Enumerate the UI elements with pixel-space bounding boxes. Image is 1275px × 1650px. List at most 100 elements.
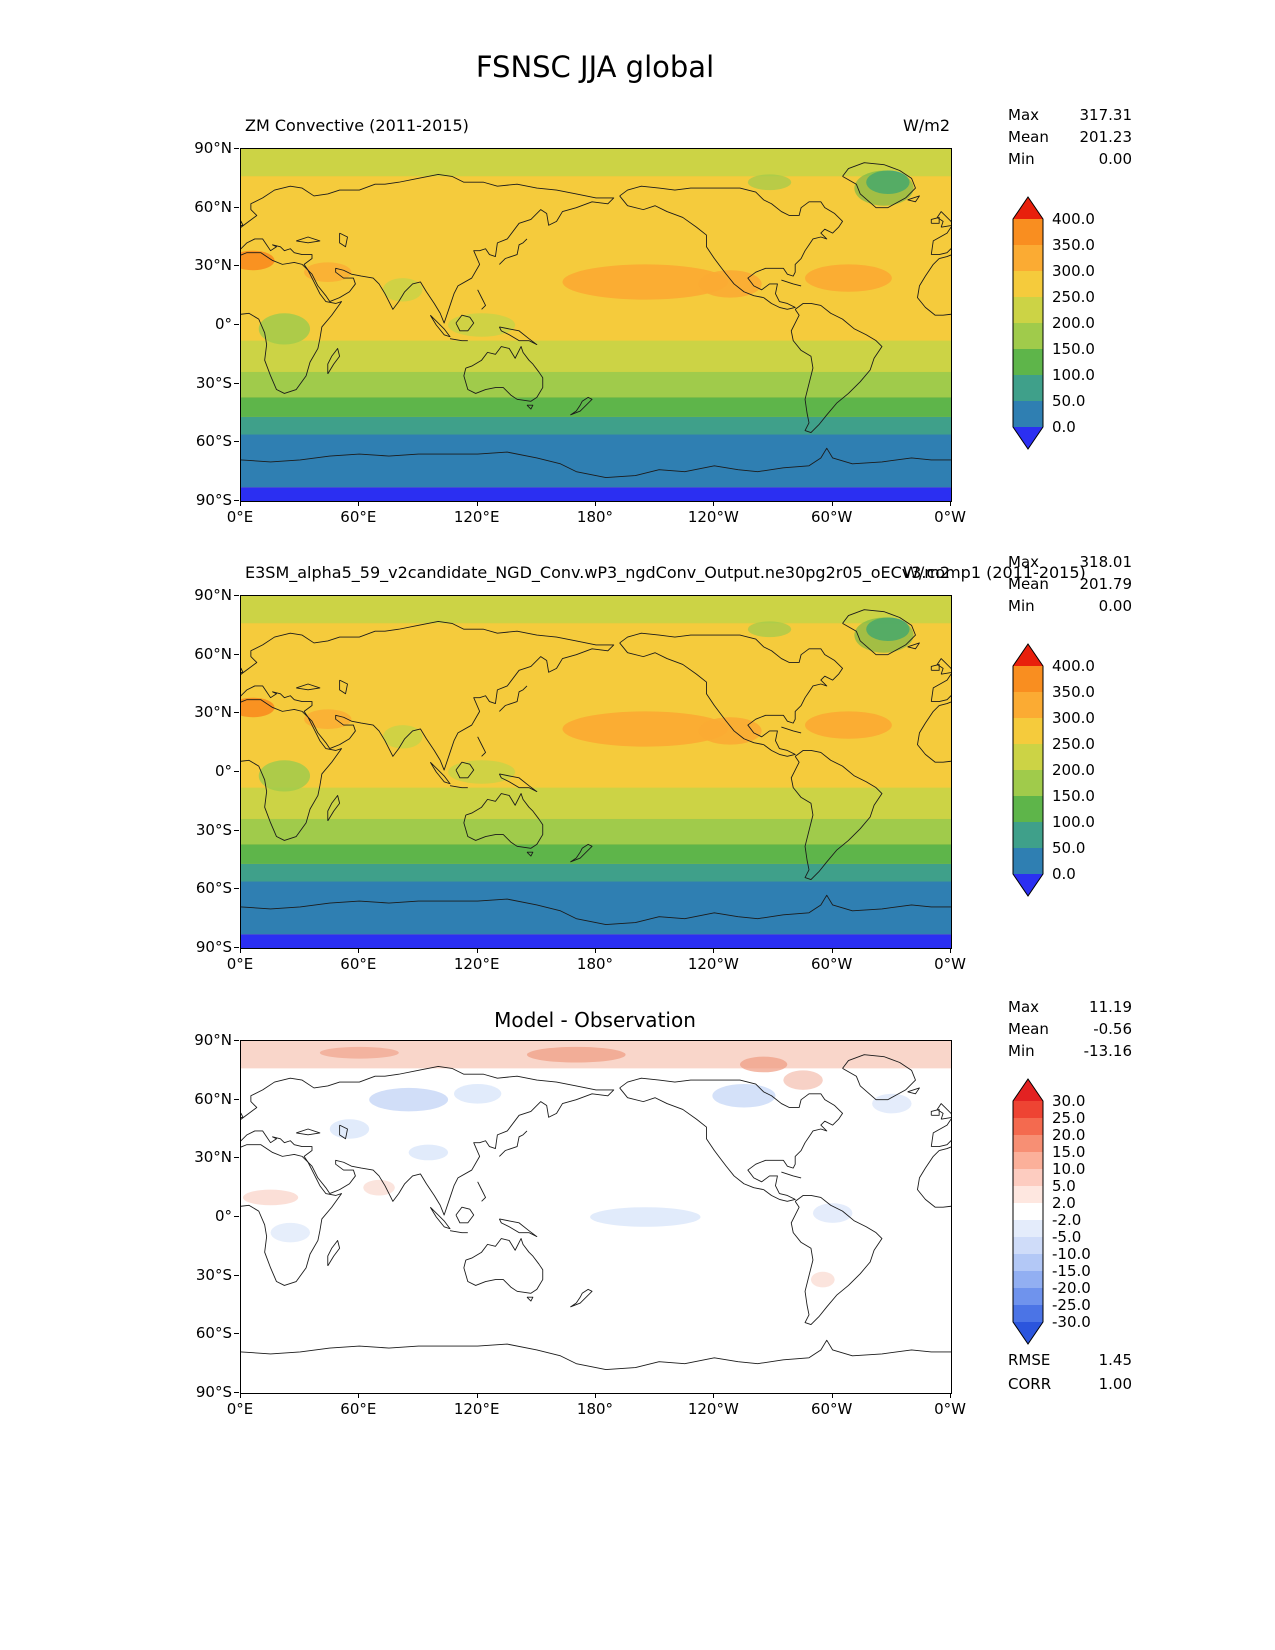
y-tick-mark [234, 653, 239, 655]
x-tick-mark [831, 1393, 833, 1398]
colorbar-tick-label: 0.0 [1052, 418, 1076, 436]
y-tick-mark [234, 1274, 239, 1276]
colorbar-tick-label: 250.0 [1052, 735, 1095, 753]
y-tick-mark [234, 500, 239, 501]
colorbar-tick-label: 300.0 [1052, 262, 1095, 280]
stat-mean: Mean -0.56 [1008, 1018, 1132, 1040]
colorbar-tick-label: 400.0 [1052, 210, 1095, 228]
x-tick-mark [240, 501, 241, 506]
colorbar-tick-label: -15.0 [1052, 1262, 1091, 1280]
x-tick-mark [831, 948, 833, 953]
y-tick-label: 90°N [194, 1031, 232, 1049]
y-tick-mark [234, 324, 239, 325]
stat-max: Max 317.31 [1008, 104, 1132, 126]
y-tick-mark [234, 947, 239, 948]
y-tick-mark [234, 441, 239, 443]
stat-min-label: Min [1008, 597, 1035, 615]
y-tick-mark [234, 888, 239, 890]
y-tick-label: 90°S [195, 491, 232, 509]
x-tick-label: 120°W [687, 508, 739, 526]
x-tick-label: 60°E [340, 1400, 377, 1418]
map-canvas [241, 149, 951, 501]
stat-max: Max 11.19 [1008, 996, 1132, 1018]
x-tick-mark [950, 948, 951, 953]
y-tick-label: 90°S [195, 938, 232, 956]
y-tick-mark [234, 712, 239, 714]
colorbar-tick-label: 20.0 [1052, 1126, 1086, 1144]
x-tick-mark [713, 501, 715, 506]
colorbar-tick-label: 100.0 [1052, 813, 1095, 831]
y-tick-mark [234, 595, 239, 596]
y-tick-label: 60°N [194, 644, 232, 663]
y-tick-mark [234, 148, 239, 149]
y-tick-label: 0° [214, 762, 232, 780]
y-tick-label: 60°S [195, 432, 232, 451]
x-tick-mark [950, 1393, 951, 1398]
stat-mean-value: 201.79 [1079, 575, 1133, 593]
x-tick-mark [713, 948, 715, 953]
x-tick-mark [476, 1393, 478, 1398]
x-tick-label: 0°E [226, 1400, 254, 1418]
colorbar-tick-label: 15.0 [1052, 1143, 1086, 1161]
diff-metrics: RMSE 1.45 CORR 1.00 [1008, 1348, 1132, 1396]
colorbar-tick-label: 200.0 [1052, 314, 1095, 332]
colorbar-reference: 400.0 350.0 300.0 250.0 200.0 150.0 100.0 50.0 0… [1012, 643, 1095, 901]
map-canvas [241, 1041, 951, 1393]
stat-min-label: Min [1008, 150, 1035, 168]
panel-difference: Model - Observation Max 11.19 Mean -0.56 M… [0, 996, 1275, 1456]
y-tick-mark [234, 1157, 239, 1159]
panel-difference-title: Model - Observation [494, 1008, 696, 1032]
x-tick-label: 120°E [453, 1400, 500, 1418]
x-tick-label: 180° [576, 1400, 614, 1418]
colorbar-tick-label: 50.0 [1052, 839, 1086, 857]
x-tick-mark [358, 948, 360, 953]
colorbar-tick-label: 10.0 [1052, 1160, 1086, 1178]
x-tick-mark [950, 501, 951, 506]
y-tick-label: 30°S [195, 820, 232, 839]
panel-reference-title: E3SM_alpha5_59_v2candidate_NGD_Conv.wP3_… [245, 563, 1086, 582]
colorbar-svg [1012, 1078, 1044, 1345]
y-tick-label: 0° [214, 1207, 232, 1225]
stat-mean-label: Mean [1008, 1020, 1049, 1038]
colorbar-tick-label: -20.0 [1052, 1279, 1091, 1297]
colorbar-tick-label: 400.0 [1052, 657, 1095, 675]
y-tick-mark [234, 1040, 239, 1041]
x-tick-label: 60°E [340, 955, 377, 973]
x-tick-mark [358, 501, 360, 506]
colorbar-test: 400.0 350.0 300.0 250.0 200.0 150.0 100.0 50.0 0… [1012, 196, 1095, 454]
colorbar-tick-label: 350.0 [1052, 236, 1095, 254]
y-tick-label: 90°N [194, 586, 232, 604]
y-tick-mark [234, 771, 239, 772]
stat-min-label: Min [1008, 1042, 1035, 1060]
colorbar-tick-label: 100.0 [1052, 366, 1095, 384]
map-difference [240, 1040, 952, 1394]
stat-mean: Mean 201.23 [1008, 126, 1132, 148]
y-tick-mark [234, 265, 239, 267]
panel-reference-units: W/m2 [903, 563, 950, 582]
map-test [240, 148, 952, 502]
y-tick-label: 60°S [195, 879, 232, 898]
colorbar-tick-label: 200.0 [1052, 761, 1095, 779]
y-tick-label: 30°N [194, 1148, 232, 1167]
y-tick-mark [234, 382, 239, 384]
y-tick-mark [234, 1392, 239, 1393]
x-tick-mark [476, 948, 478, 953]
x-tick-label: 120°W [687, 955, 739, 973]
x-tick-mark [831, 501, 833, 506]
stat-mean: Mean 201.79 [1008, 573, 1132, 595]
x-tick-label: 180° [576, 955, 614, 973]
stats-difference: Max 11.19 Mean -0.56 Min -13.16 [1008, 996, 1132, 1062]
colorbar-tick-label: -2.0 [1052, 1211, 1082, 1229]
stat-rmse-value: 1.45 [1098, 1351, 1132, 1369]
colorbar-tick-label: 2.0 [1052, 1194, 1076, 1212]
stat-mean-value: -0.56 [1093, 1020, 1132, 1038]
stat-max-value: 317.31 [1079, 106, 1133, 124]
y-tick-mark [234, 829, 239, 831]
stat-min: Min 0.00 [1008, 148, 1132, 170]
stat-max-value: 318.01 [1079, 553, 1133, 571]
colorbar-svg [1012, 643, 1044, 897]
stats-reference: Max 318.01 Mean 201.79 Min 0.00 [1008, 551, 1132, 617]
colorbar-difference: 30.0 25.0 20.0 15.0 10.0 5.0 2.0 -2.0 -5.0 -10.0-… [1012, 1078, 1091, 1349]
stat-corr: CORR 1.00 [1008, 1372, 1132, 1396]
stat-max-label: Max [1008, 998, 1040, 1016]
